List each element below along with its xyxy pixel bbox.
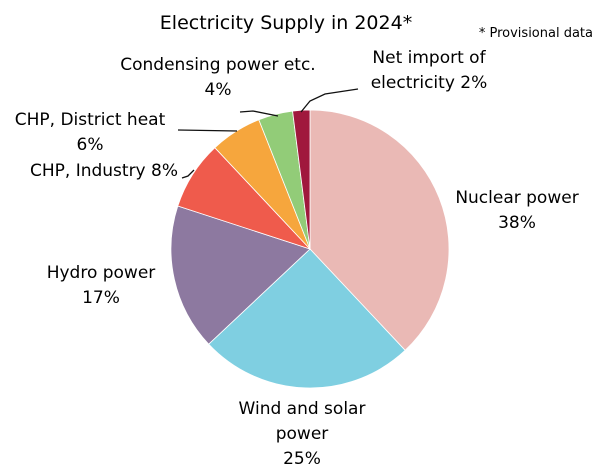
slice-label-line: CHP, District heat: [15, 110, 166, 130]
slice-label-line: Net import of: [372, 48, 486, 68]
provisional-note: * Provisional data: [479, 26, 593, 41]
pie-slice-wind-solar: [208, 248, 406, 389]
slice-label-line: power: [276, 424, 329, 444]
leader-line-net-import: [300, 88, 359, 113]
slice-label-line: 4%: [205, 80, 232, 100]
slice-label-line: 25%: [283, 449, 321, 469]
slice-label-chp-district-heat: CHP, District heat 6%: [15, 110, 166, 155]
slice-label-line: 17%: [82, 288, 120, 308]
slice-label-line: Nuclear power: [455, 188, 578, 208]
slice-label-condensing: Condensing power etc. 4%: [120, 55, 315, 100]
slice-label-chp-industry: CHP, Industry 8%: [30, 161, 178, 181]
slice-label-nuclear: Nuclear power 38%: [455, 188, 578, 233]
leader-line-chp-district-heat: [177, 129, 238, 132]
slice-label-wind-solar: Wind and solar power 25%: [239, 399, 366, 469]
leader-line-chp-industry: [181, 169, 195, 179]
slice-label-line: electricity 2%: [371, 73, 488, 93]
pie-slice-net-import: [292, 109, 311, 250]
slice-label-line: 38%: [498, 213, 536, 233]
slice-label-line: Wind and solar: [239, 399, 366, 419]
slice-label-line: CHP, Industry 8%: [30, 161, 178, 181]
pie-slice-nuclear: [309, 109, 450, 351]
leader-line-condensing: [239, 110, 279, 117]
chart-title: Electricity Supply in 2024*: [160, 12, 412, 34]
pie-slice-hydro: [170, 205, 311, 345]
slice-label-hydro: Hydro power 17%: [47, 263, 156, 308]
slice-label-line: Condensing power etc.: [120, 55, 315, 75]
slice-label-line: 6%: [77, 135, 104, 155]
slice-label-line: Hydro power: [47, 263, 156, 283]
slice-label-net-import: Net import of electricity 2%: [371, 48, 488, 93]
